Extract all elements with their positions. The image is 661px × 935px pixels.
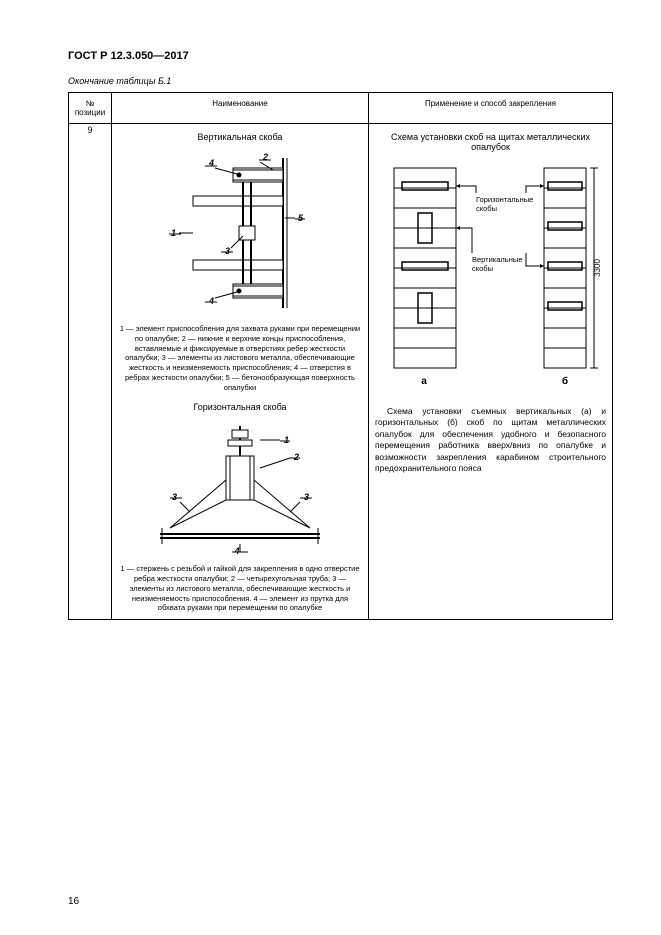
svg-text:2: 2 — [293, 452, 299, 462]
vertical-bracket-title: Вертикальная скоба — [118, 132, 362, 142]
label-vert-skoby: Вертикальныескобы — [472, 255, 522, 273]
panel-a-label: а — [421, 376, 427, 387]
name-cell: Вертикальная скоба — [112, 124, 369, 620]
installation-scheme-drawing: Горизонтальныескобы Вертикальныескобы 33… — [376, 158, 606, 398]
page: ГОСТ Р 12.3.050—2017 Окончание таблицы Б… — [0, 0, 661, 935]
horizontal-bracket-title: Горизонтальная скоба — [118, 402, 362, 412]
svg-text:1: 1 — [284, 435, 289, 445]
panel-b-label: б — [561, 375, 567, 387]
vertical-bracket-legend: 1 — элемент приспособления для захвата р… — [118, 324, 362, 392]
header-row: №позиции Наименование Применение и спосо… — [69, 93, 613, 124]
main-table: №позиции Наименование Применение и спосо… — [68, 92, 613, 620]
table-caption: Окончание таблицы Б.1 — [68, 76, 613, 86]
scheme-description: Схема установки съемных вертикальных (а)… — [375, 406, 606, 475]
svg-text:3: 3 — [225, 246, 230, 256]
horizontal-bracket-legend: 1 — стержень с резьбой и гайкой для закр… — [118, 564, 362, 613]
horizontal-bracket-drawing: 1 2 3 3 4 — [140, 418, 340, 558]
svg-text:4: 4 — [208, 296, 214, 306]
dimension-label: 3300 — [593, 259, 602, 277]
svg-text:4: 4 — [233, 546, 239, 556]
position-cell: 9 — [69, 124, 112, 620]
scheme-title: Схема установки скоб на щитах металличес… — [375, 132, 606, 152]
data-row: 9 Вертикальная скоба — [69, 124, 613, 620]
svg-text:5: 5 — [298, 213, 304, 223]
svg-text:3: 3 — [172, 492, 177, 502]
label-horiz-skoby: Горизонтальныескобы — [476, 195, 533, 213]
vertical-bracket-drawing: 4 2 1 3 4 5 — [155, 148, 325, 318]
header-use: Применение и способ закрепления — [369, 93, 613, 124]
document-title: ГОСТ Р 12.3.050—2017 — [68, 50, 613, 62]
page-number: 16 — [68, 896, 79, 907]
use-cell: Схема установки скоб на щитах металличес… — [369, 124, 613, 620]
svg-text:1: 1 — [171, 228, 176, 238]
header-pos: №позиции — [69, 93, 112, 124]
svg-text:3: 3 — [304, 492, 309, 502]
header-name: Наименование — [112, 93, 369, 124]
